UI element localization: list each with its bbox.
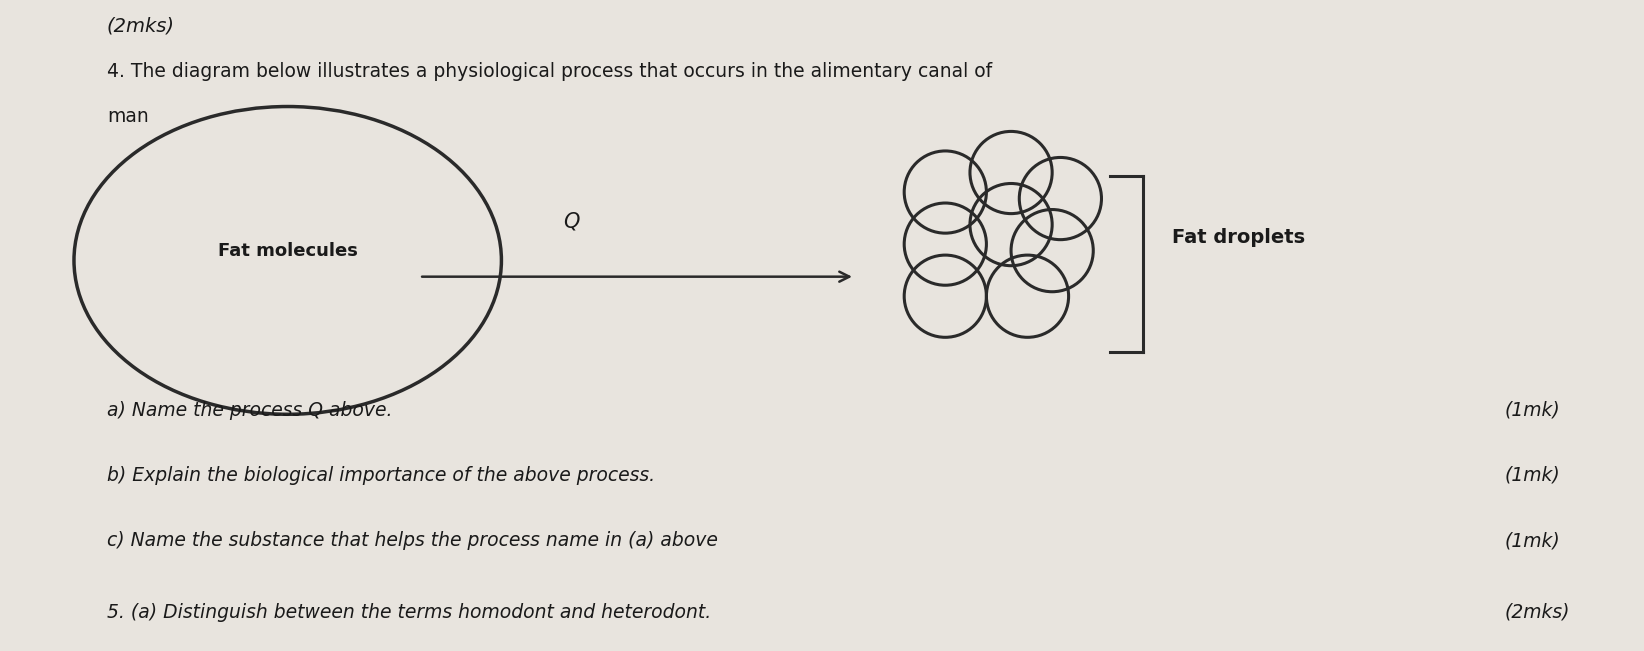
Text: (1mk): (1mk) xyxy=(1504,531,1560,550)
Text: b) Explain the biological importance of the above process.: b) Explain the biological importance of … xyxy=(107,466,654,485)
Text: (1mk): (1mk) xyxy=(1504,466,1560,485)
Text: Fat molecules: Fat molecules xyxy=(217,242,358,260)
Text: Q: Q xyxy=(564,211,579,231)
Text: c) Name the substance that helps the process name in (a) above: c) Name the substance that helps the pro… xyxy=(107,531,718,550)
Text: (1mk): (1mk) xyxy=(1504,401,1560,420)
Text: 5. (a) Distinguish between the terms homodont and heterodont.: 5. (a) Distinguish between the terms hom… xyxy=(107,603,712,622)
Text: a) Name the process Q above.: a) Name the process Q above. xyxy=(107,401,393,420)
Text: (2mks): (2mks) xyxy=(1504,603,1570,622)
Text: (2mks): (2mks) xyxy=(107,16,174,35)
Text: man: man xyxy=(107,107,148,126)
Text: Fat droplets: Fat droplets xyxy=(1172,228,1305,247)
Text: 4. The diagram below illustrates a physiological process that occurs in the alim: 4. The diagram below illustrates a physi… xyxy=(107,62,991,81)
